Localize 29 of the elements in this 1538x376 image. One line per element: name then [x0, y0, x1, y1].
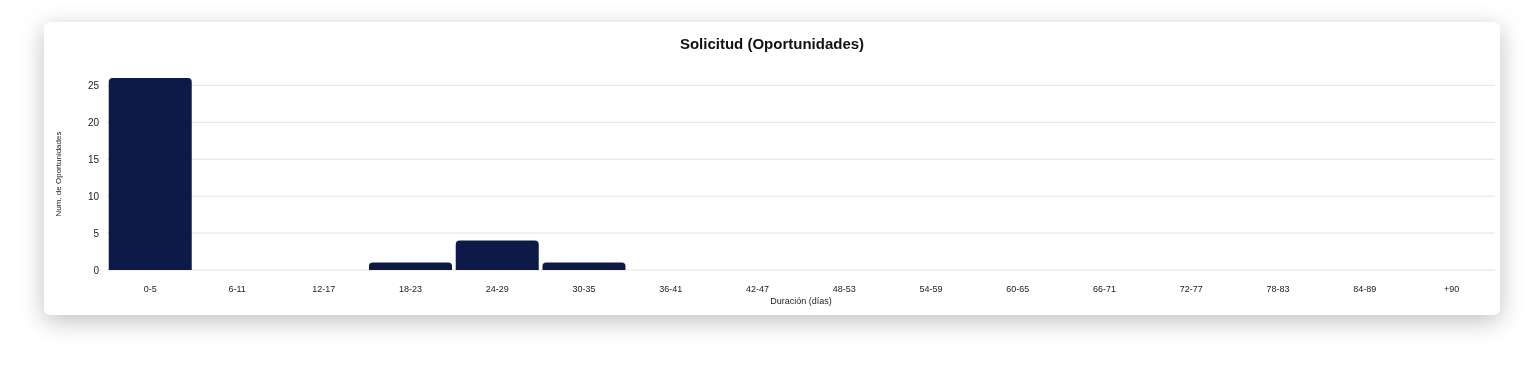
x-tick-label: 6-11 — [228, 284, 246, 295]
y-tick-label: 10 — [87, 190, 100, 202]
x-tick-label: 0-5 — [143, 284, 157, 295]
y-tick-label: 15 — [87, 153, 100, 165]
x-tick-label: 84-89 — [1353, 284, 1377, 295]
x-tick-label: 30-35 — [572, 284, 596, 295]
bar — [542, 262, 626, 270]
y-tick-label: 5 — [93, 227, 100, 239]
x-tick-label: 54-59 — [919, 284, 943, 295]
y-tick-label: 25 — [87, 79, 100, 91]
x-tick-label: 24-29 — [485, 284, 509, 295]
bar — [108, 78, 192, 270]
x-tick-label: 78-83 — [1266, 284, 1290, 295]
bar — [368, 262, 452, 270]
y-tick-label: 0 — [93, 264, 100, 276]
x-tick-label: 72-77 — [1179, 284, 1203, 295]
x-tick-label: 48-53 — [832, 284, 856, 295]
chart-title: Solicitud (Oportunidades) — [678, 34, 866, 54]
x-tick-label: 36-41 — [659, 284, 683, 295]
x-tick-label: 18-23 — [399, 284, 423, 295]
x-tick-label: +90 — [1443, 284, 1460, 295]
x-tick-label: 42-47 — [746, 284, 770, 295]
y-tick-label: 20 — [87, 116, 100, 128]
y-axis-title: Num. de Oportunidades — [53, 131, 63, 217]
x-tick-label: 60-65 — [1006, 284, 1030, 295]
x-axis-title: Duración (días) — [770, 296, 832, 306]
x-tick-label: 12-17 — [312, 284, 336, 295]
x-tick-label: 66-71 — [1093, 284, 1117, 295]
bar — [455, 240, 539, 270]
